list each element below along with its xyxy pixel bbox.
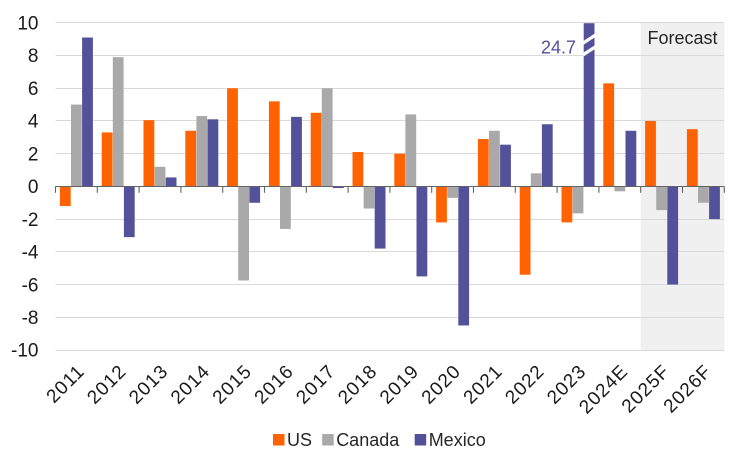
svg-text:-6: -6 [22, 275, 39, 296]
svg-text:2: 2 [28, 144, 39, 165]
svg-text:-8: -8 [22, 308, 39, 329]
svg-text:-2: -2 [22, 210, 39, 231]
svg-text:8: 8 [28, 46, 39, 67]
svg-text:24.7: 24.7 [541, 38, 576, 58]
svg-text:-4: -4 [22, 243, 39, 264]
svg-text:Mexico: Mexico [429, 430, 486, 450]
svg-text:Canada: Canada [336, 430, 400, 450]
svg-text:-10: -10 [11, 341, 38, 362]
svg-text:6: 6 [28, 79, 39, 100]
svg-text:0: 0 [28, 177, 39, 198]
svg-text:4: 4 [28, 112, 39, 133]
svg-text:US: US [287, 430, 312, 450]
svg-text:10: 10 [17, 14, 38, 35]
svg-text:Forecast: Forecast [647, 28, 717, 48]
